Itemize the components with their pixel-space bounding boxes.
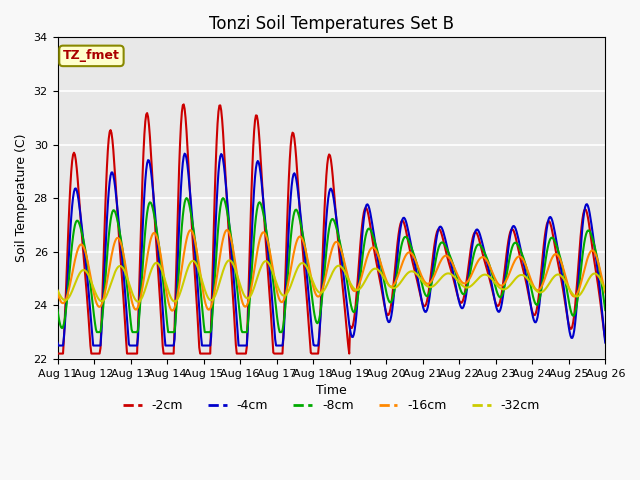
Title: Tonzi Soil Temperatures Set B: Tonzi Soil Temperatures Set B — [209, 15, 454, 33]
Legend: -2cm, -4cm, -8cm, -16cm, -32cm: -2cm, -4cm, -8cm, -16cm, -32cm — [118, 394, 545, 417]
X-axis label: Time: Time — [316, 384, 347, 397]
Text: TZ_fmet: TZ_fmet — [63, 49, 120, 62]
Y-axis label: Soil Temperature (C): Soil Temperature (C) — [15, 134, 28, 263]
